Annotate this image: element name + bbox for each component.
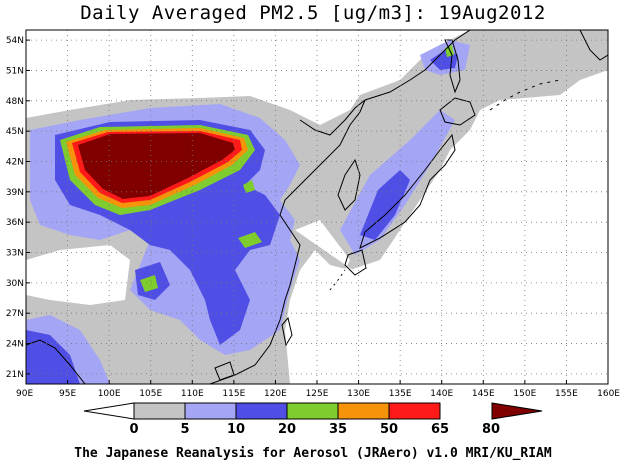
lon-label: 120E [264, 389, 287, 399]
coastline-hokkaido [439, 97, 476, 126]
lon-label: 110E [181, 389, 204, 399]
lat-label: 42N [6, 157, 24, 167]
coastline-russia [364, 30, 471, 101]
colorbar-segment [133, 402, 186, 420]
pm25-contour-35-50-spot2 [140, 275, 158, 292]
coastline-korea [337, 158, 361, 211]
lon-label: 150E [513, 389, 536, 399]
clean-air-east [290, 70, 608, 384]
colorbar-label: 10 [227, 422, 245, 437]
lon-label: 115E [222, 389, 245, 399]
latitude-labels: 54N 51N 48N 45N 42N 39N 36N 33N 30N 27N 24N 21N [6, 36, 30, 380]
coastline-sakhalin [444, 39, 461, 94]
colorbar-label: 20 [278, 422, 296, 437]
colorbar-segment [286, 402, 339, 420]
lat-label: 54N [6, 36, 24, 46]
coastline-kamchatka [579, 30, 608, 61]
lon-label: 105E [139, 389, 162, 399]
coastline-ryukyu [329, 269, 346, 291]
coastline-japan-honshu [359, 133, 456, 249]
colorbar-label: 50 [380, 422, 398, 437]
lon-label: 130E [347, 389, 370, 399]
clean-air-west [26, 245, 130, 305]
concentration-field [26, 30, 608, 384]
lat-label: 21N [6, 370, 24, 380]
colorbar-arrow-low [83, 402, 135, 420]
longitude-labels: 90E 95E 100E 105E 110E 115E 120E 125E 130E 135E 14… [16, 380, 620, 399]
lat-label: 33N [6, 249, 24, 259]
pm25-contour-35-50-spot1 [238, 232, 262, 248]
pm25-contour-20-35-sw [26, 330, 80, 384]
colorbar-label: 35 [329, 422, 347, 437]
gridlines [26, 30, 608, 384]
colorbar-segment [337, 402, 390, 420]
footer-credit: The Japanese Reanalysis for Aerosol (JRA… [74, 446, 552, 461]
colorbar-segment [388, 402, 441, 420]
lon-label: 160E [597, 389, 620, 399]
colorbar-segment [235, 402, 288, 420]
colorbar-label: 5 [180, 422, 189, 437]
lat-label: 51N [6, 66, 24, 76]
lon-label: 140E [430, 389, 453, 399]
lon-label: 155E [555, 389, 578, 399]
colorbar-segments [133, 402, 441, 420]
lat-label: 45N [6, 127, 24, 137]
lat-label: 48N [6, 97, 24, 107]
lat-label: 36N [6, 218, 24, 228]
pm25-contour-35-50-spot3 [243, 180, 255, 193]
lon-label: 145E [472, 389, 495, 399]
map-title: Daily Averaged PM2.5 [ug/m3]: 19Aug2012 [80, 2, 546, 24]
lon-label: 125E [306, 389, 329, 399]
lat-label: 30N [6, 279, 24, 289]
lat-label: 27N [6, 309, 24, 319]
colorbar-arrow-high [491, 402, 543, 420]
colorbar-labels: 0 5 10 20 35 50 65 80 [129, 422, 500, 437]
colorbar-label: 0 [129, 422, 138, 437]
pm25-contour-gt80 [78, 133, 235, 199]
colorbar-label: 65 [431, 422, 449, 437]
colorbar-segment [184, 402, 237, 420]
colorbar: 0 5 10 20 35 50 65 80 [83, 402, 543, 437]
lat-label: 39N [6, 188, 24, 198]
lat-label: 24N [6, 340, 24, 350]
lon-label: 100E [98, 389, 121, 399]
lon-label: 135E [389, 389, 412, 399]
coastline-japan-kyushu [344, 249, 367, 276]
coastline-indochina [26, 339, 86, 384]
lon-label: 90E [16, 389, 33, 399]
coastline-china [209, 99, 366, 384]
colorbar-label: 80 [482, 422, 500, 437]
pm25-contour-20-35-japan [360, 170, 410, 240]
coastline-taiwan [281, 316, 293, 347]
lon-label: 95E [59, 389, 76, 399]
